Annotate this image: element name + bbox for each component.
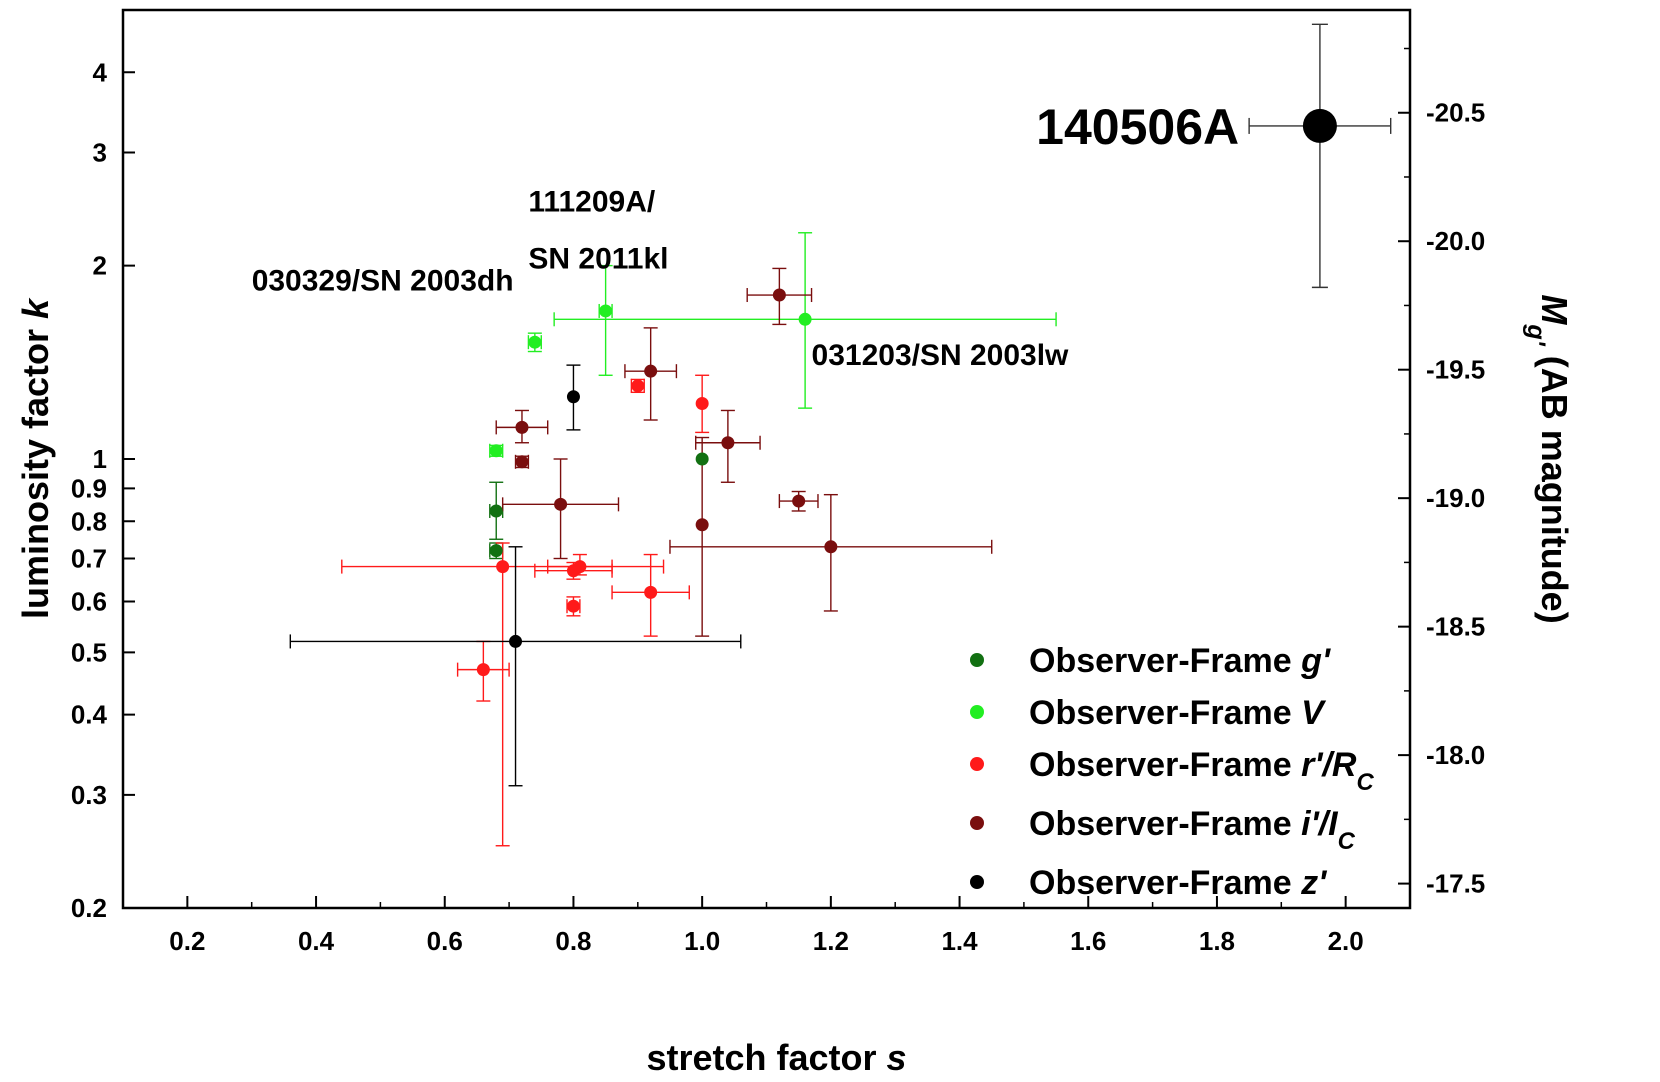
data-point-s3-p2: [515, 420, 529, 434]
data-point-s3-p5: [554, 497, 568, 511]
data-points: [476, 108, 1337, 677]
y2-tick-label-4: -19.5: [1426, 355, 1485, 385]
data-point-s3-p7: [695, 518, 709, 532]
error-bar-s3-p7: [695, 436, 710, 637]
legend-label-1: Observer-Frame V: [1029, 694, 1327, 732]
x-tick-label-5: 1.2: [813, 926, 849, 956]
y-tick-label-2: 0.4: [71, 700, 108, 730]
annotation-1: SN 2011kl: [528, 242, 668, 275]
y2-tick-label-0: -17.5: [1426, 869, 1485, 899]
data-point-s2-p2: [496, 560, 510, 574]
data-point-s1-p3: [798, 312, 812, 326]
y-tick-label-7: 0.9: [71, 473, 107, 503]
data-point-s3-p8: [824, 540, 838, 554]
x-tick-label-3: 0.8: [555, 926, 591, 956]
data-point-s4-p0: [566, 390, 580, 404]
x-tick-label-6: 1.4: [941, 926, 978, 956]
y-tick-label-8: 1: [93, 444, 107, 474]
data-point-s3-p4: [721, 436, 735, 450]
data-point-s3-p6: [792, 494, 806, 508]
legend-marker-3: [970, 816, 984, 830]
highlight-label: 140506A: [1036, 99, 1239, 155]
y-tick-label-11: 4: [93, 57, 108, 87]
annotations: 140506A 111209A/SN 2011kl 030329/SN 2003dh…: [252, 99, 1239, 372]
y-axis-title: luminosity factor k: [15, 297, 56, 619]
y-tick-label-4: 0.6: [71, 587, 107, 617]
annotation-0: 111209A/: [528, 185, 655, 218]
y-tick-label-6: 0.8: [71, 506, 107, 536]
x-tick-label-8: 1.8: [1199, 926, 1235, 956]
data-point-s2-p6: [644, 585, 658, 599]
legend-marker-0: [970, 653, 984, 667]
data-point-s3-p0: [772, 288, 786, 302]
y2-axis-title: Mg' (AB magnitude): [1522, 294, 1575, 623]
y-tick-label-0: 0.2: [71, 893, 107, 923]
legend-marker-4: [970, 875, 984, 889]
legend-label-0: Observer-Frame g': [1029, 642, 1332, 680]
data-point-s2-p5: [566, 599, 580, 613]
legend-label-3: Observer-Frame i'/IC: [1029, 805, 1356, 855]
data-point-s4-p1: [509, 634, 523, 648]
data-point-s1-p0: [489, 444, 503, 458]
data-point-s2-p0: [631, 379, 645, 393]
legend-label-4: Observer-Frame z': [1029, 864, 1328, 902]
data-point-s3-p1: [644, 364, 658, 378]
x-axis-title: stretch factor s: [646, 1037, 906, 1078]
data-point-s0-p2: [695, 452, 709, 466]
data-point-s2-p4: [573, 560, 587, 574]
x-tick-label-4: 1.0: [684, 926, 720, 956]
error-bar-s4-p1: [289, 546, 742, 787]
x-tick-label-7: 1.6: [1070, 926, 1106, 956]
data-point-s2-p7: [476, 663, 490, 677]
x-tick-label-2: 0.6: [427, 926, 463, 956]
data-point-s2-p1: [695, 397, 709, 411]
y2-tick-label-6: -20.5: [1426, 98, 1485, 128]
data-point-s0-p0: [489, 504, 503, 518]
legend-marker-1: [970, 705, 984, 719]
highlight-point: [1302, 108, 1337, 143]
legend-marker-2: [970, 757, 984, 771]
y2-tick-label-3: -19.0: [1426, 483, 1485, 513]
annotation-2: 030329/SN 2003dh: [252, 264, 514, 297]
y-tick-label-10: 3: [93, 138, 107, 168]
data-point-s3-p3: [515, 455, 529, 469]
x-tick-label-9: 2.0: [1328, 926, 1364, 956]
legend-label-2: Observer-Frame r'/RC: [1029, 746, 1374, 796]
legend: Observer-Frame g' Observer-Frame V Observe…: [970, 642, 1374, 902]
x-tick-label-0: 0.2: [169, 926, 205, 956]
y-tick-label-9: 2: [93, 251, 107, 281]
y2-tick-label-5: -20.0: [1426, 226, 1485, 256]
annotation-3: 031203/SN 2003lw: [812, 339, 1070, 372]
error-bar-s1-p2: [598, 264, 613, 376]
data-point-s0-p1: [489, 544, 503, 558]
y-tick-label-5: 0.7: [71, 544, 107, 574]
y2-tick-label-2: -18.5: [1426, 612, 1485, 642]
y2-tick-label-1: -18.0: [1426, 740, 1485, 770]
y-tick-label-3: 0.5: [71, 637, 107, 667]
axes: 0.2 0.4 0.6 0.8 1.0 1.2 1.4 1.6 1.8 2.0 0.2 0.3 0.4 0…: [15, 8, 1575, 1078]
error-bar-highlight: [1248, 23, 1392, 289]
data-point-s1-p1: [528, 335, 542, 349]
error-bar-s2-p2: [341, 542, 665, 847]
data-point-s1-p2: [599, 304, 613, 318]
x-tick-label-1: 0.4: [298, 926, 335, 956]
y-tick-label-1: 0.3: [71, 780, 107, 810]
